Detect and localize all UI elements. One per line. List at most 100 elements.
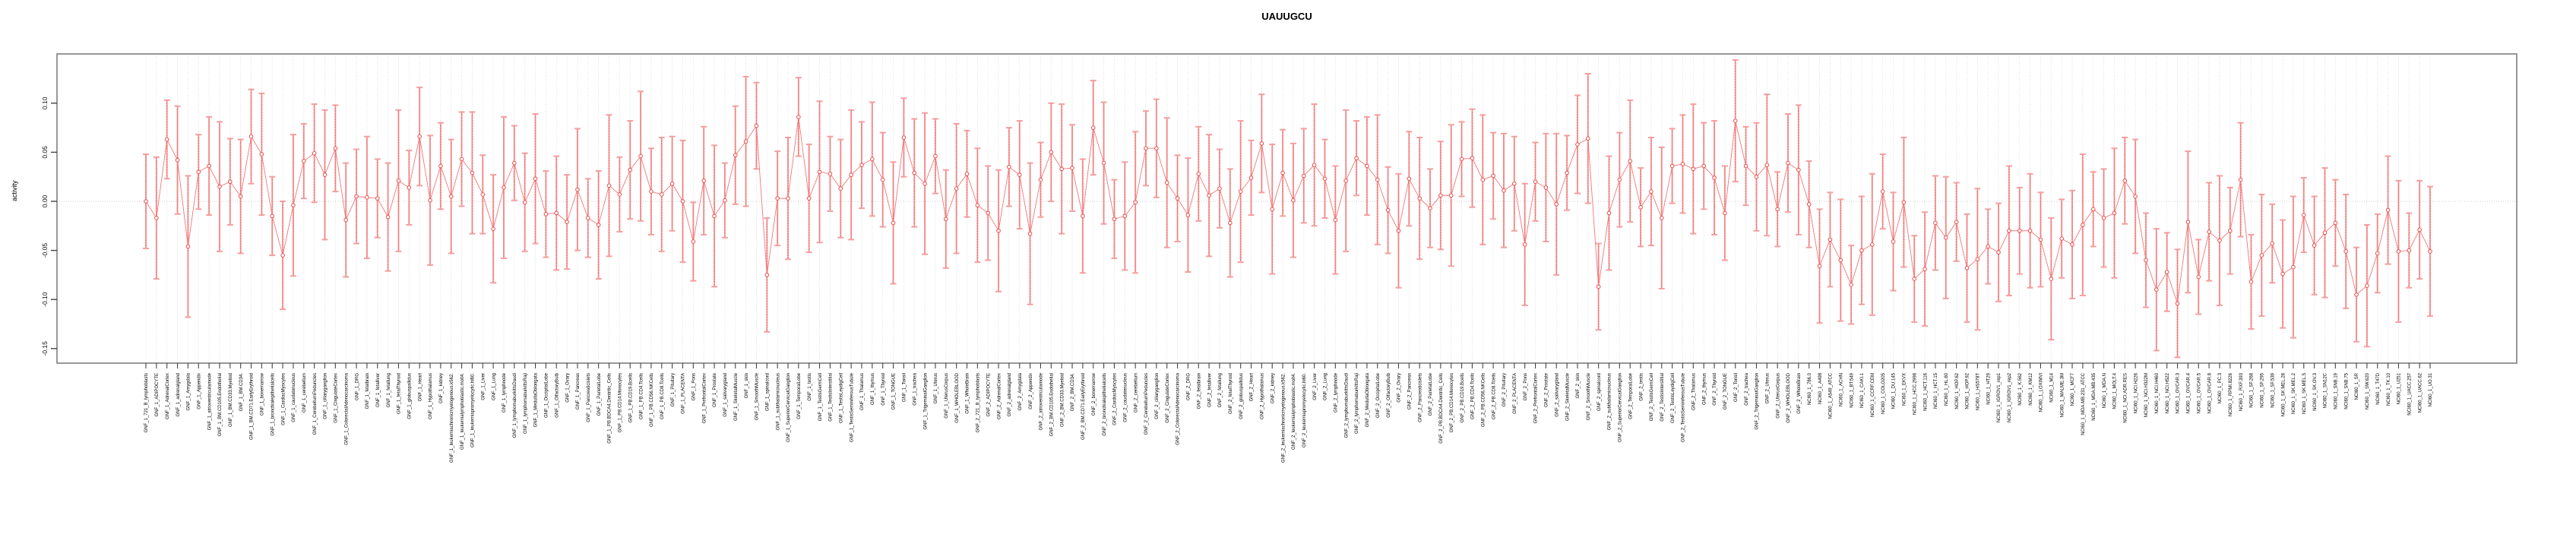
x-category-label: GNF_1_bronchialepithelialcells xyxy=(271,373,275,436)
y-tick-label: 0.05 xyxy=(41,146,49,159)
data-point xyxy=(1596,284,1601,289)
x-category-label: GNF_1_Thyroid xyxy=(881,373,886,406)
data-point xyxy=(2007,228,2011,233)
x-category-label: GNF_2_DRG xyxy=(1187,373,1191,400)
x-category-label: NCI60_1_OVCAR.5 xyxy=(2197,372,2201,413)
data-point xyxy=(1312,163,1317,167)
x-category-label: NCI60_1_786.0 xyxy=(1808,372,1812,405)
data-point xyxy=(1081,213,1085,219)
data-point xyxy=(1723,210,1727,216)
data-point xyxy=(1891,239,1896,244)
data-point xyxy=(723,198,727,203)
data-point xyxy=(238,194,243,199)
x-category-label: GNF_1_Liver xyxy=(481,373,486,400)
data-point xyxy=(2365,283,2369,288)
data-point xyxy=(1943,236,1948,240)
x-category-label: GNF_1_PLACENTA xyxy=(682,373,686,414)
x-category-label: GNF_1_PrefrontalCortex xyxy=(702,373,707,423)
x-category-label: GNF_2_Ovary xyxy=(1397,373,1402,403)
x-category-label: NCI60_1_SF.539 xyxy=(2271,372,2275,407)
x-category-label: NCI60_1_K.562 xyxy=(2018,372,2023,405)
x-category-label: GNF_1_cerebellum xyxy=(302,373,307,413)
x-category-label: GNF_2_PLACENTA xyxy=(1513,373,1517,414)
x-category-label: NCI60_1_M14 xyxy=(2050,372,2055,402)
data-point xyxy=(459,157,464,162)
data-point xyxy=(1806,202,1812,207)
x-category-label: GNF_1_Pancreaticislets xyxy=(587,373,591,422)
x-category-label: GNF_1_TONGUE xyxy=(892,373,897,409)
data-point xyxy=(1502,188,1506,193)
x-category-label: GNF_1_AdrenalCortex xyxy=(166,373,170,419)
data-point xyxy=(1407,176,1412,182)
data-point xyxy=(691,239,696,244)
x-category-label: GNF_1_SkeletalMuscle xyxy=(734,372,739,421)
data-point xyxy=(1438,193,1443,198)
x-category-label: GNF_1_OccipitalLobe xyxy=(545,372,549,418)
data-point xyxy=(1122,213,1128,219)
data-point xyxy=(2049,277,2054,281)
data-point xyxy=(764,273,770,277)
data-point xyxy=(1786,160,1790,166)
x-category-label: GNF_1_ciliaryganglion xyxy=(324,373,328,419)
data-point xyxy=(2270,241,2275,246)
x-category-label: GNF_2_spinalcord xyxy=(1597,373,1602,411)
data-point xyxy=(2428,249,2432,254)
x-category-label: GNF_2_BM.CD34. xyxy=(1071,373,1075,412)
data-point xyxy=(1448,193,1454,198)
x-category-label: GNF_1_TemporalLobe xyxy=(797,372,802,419)
x-category-label: GNF_2_cerebellum xyxy=(1134,373,1138,413)
x-category-label: GNF_2_CerebellumPeduncles xyxy=(1144,373,1149,435)
data-point xyxy=(1017,172,1022,177)
x-category-label: GNF_1_TrigeminalGanglion xyxy=(923,373,928,429)
x-category-label: NCI60_1_A549_ATCC xyxy=(1829,372,1834,419)
x-category-label: GNF_1_Ovary xyxy=(565,373,570,403)
data-point xyxy=(554,210,559,216)
x-category-label: GNF_1_leukemiachronicmyelogenous.k562. xyxy=(450,373,454,463)
data-point xyxy=(1059,166,1064,172)
x-category-label: GNF_2_CingulateCortex xyxy=(1166,373,1170,423)
data-point xyxy=(1038,177,1043,182)
data-point xyxy=(2396,249,2401,254)
x-category-label: GNF_2_fetalbrain xyxy=(1197,373,1201,409)
data-point xyxy=(1164,180,1169,185)
x-category-label: GNF_2_OccipitalLobe xyxy=(1376,372,1381,418)
data-point xyxy=(322,172,328,177)
x-category-label: GNF_2_testis xyxy=(1639,373,1644,401)
x-category-label: GNF_2_subthalamicnucleus xyxy=(1608,373,1612,430)
data-point xyxy=(2375,251,2380,256)
x-category-label: NCI60_1_COLO205 xyxy=(1881,372,1886,414)
x-category-label: GNF_1_globuspallidus xyxy=(408,373,413,419)
x-category-label: NCI60_1_SNB.19 xyxy=(2334,372,2339,409)
x-category-label: GNF_1_PB.CD56.NKCells xyxy=(650,373,654,427)
data-point xyxy=(1270,207,1275,212)
data-point xyxy=(1817,264,1822,269)
data-point xyxy=(533,176,538,182)
x-category-label: GNF_1_TestisGermCell xyxy=(818,373,823,421)
data-point xyxy=(1764,163,1770,167)
data-point xyxy=(144,199,148,204)
data-point xyxy=(1933,220,1938,226)
data-point xyxy=(1396,228,1401,233)
x-category-label: NCI60_1_BT.549 xyxy=(1850,372,1854,407)
x-category-label: GNF_1_Amygdala xyxy=(187,372,191,410)
data-point xyxy=(1628,159,1633,163)
x-category-label: GNF_2_salivarygland xyxy=(1555,373,1559,417)
data-point xyxy=(1606,210,1612,216)
x-category-label: GNF_2_leukemiachronicmyelogenous.k562. xyxy=(1281,373,1286,463)
data-point xyxy=(2385,207,2391,213)
x-category-label: NCI60_1_MDA.MB.231_ATCC xyxy=(2081,372,2086,435)
x-category-label: GNF_1_PB.BDCA4.Dentritic_Cells xyxy=(608,373,612,444)
x-category-label: GNF_2_Liver xyxy=(1313,373,1318,400)
x-category-label: NCI60_1_KM12 xyxy=(2029,372,2033,405)
data-point xyxy=(1428,206,1432,210)
data-point xyxy=(1680,162,1685,166)
data-point xyxy=(407,185,412,190)
x-category-label: NCI60_1_RXF.393 xyxy=(2239,372,2244,411)
x-category-label: GNF_2_PB.CD8.Tcells xyxy=(1492,373,1496,419)
x-category-label: GNF_2_AdrenalCortex xyxy=(997,373,1002,419)
x-category-label: NCI60_1_HCT.116 xyxy=(1923,372,1928,411)
x-category-label: GNF_2_PB.BDCA4.Dentritic_Cells xyxy=(1439,373,1444,444)
data-point xyxy=(1522,242,1527,247)
data-point xyxy=(207,163,211,169)
y-tick-label: 0.00 xyxy=(41,194,49,207)
